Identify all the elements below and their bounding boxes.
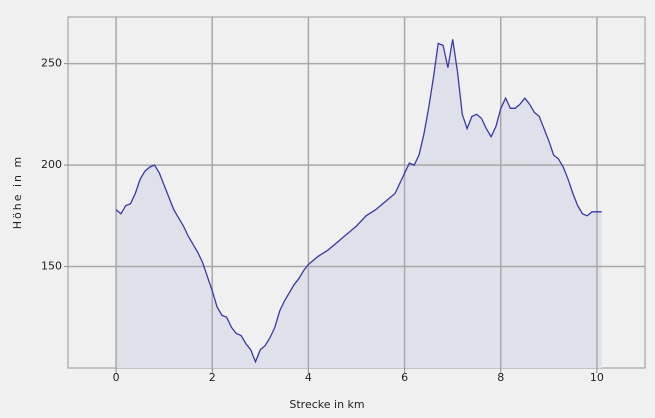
x-tick-label: 0	[113, 371, 120, 384]
y-tick-label: 200	[41, 158, 62, 171]
y-axis-label: Höhe in m	[11, 155, 24, 229]
area-fill	[116, 39, 602, 369]
x-tick-label: 2	[209, 371, 216, 384]
x-tick-label: 6	[401, 371, 408, 384]
y-tick-label: 250	[41, 57, 62, 70]
x-tick-label: 8	[497, 371, 504, 384]
x-tick-label: 4	[305, 371, 312, 384]
y-tick-label: 150	[41, 260, 62, 273]
x-tick-label: 10	[590, 371, 604, 384]
x-axis-label: Strecke in km	[289, 398, 364, 411]
elevation-line	[115, 39, 602, 364]
